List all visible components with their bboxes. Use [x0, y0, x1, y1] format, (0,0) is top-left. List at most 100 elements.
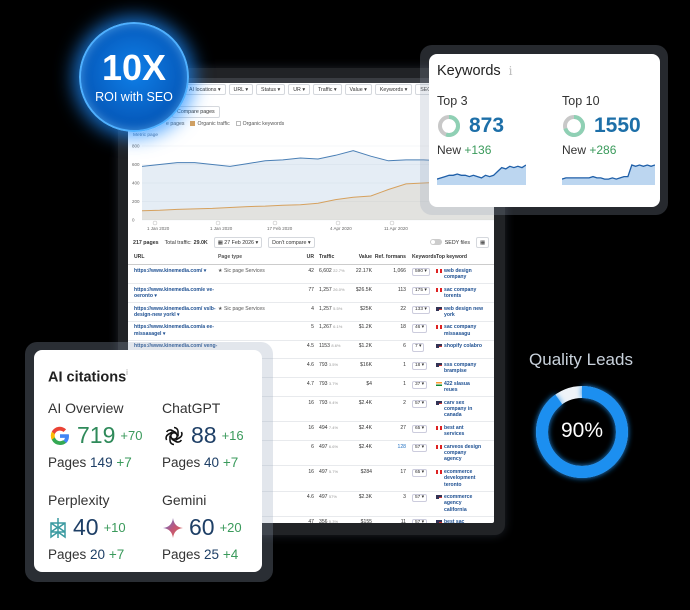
legend-organic-keywords[interactable]: Organic keywords [235, 121, 284, 127]
flag-ca-icon [436, 325, 442, 330]
source-name: Perplexity [48, 492, 110, 508]
filter-value[interactable]: Value ▾ [344, 84, 372, 95]
keywords-dropdown[interactable]: 57 ▾ [412, 494, 428, 503]
info-icon[interactable]: i [126, 368, 128, 377]
header-traffic[interactable]: Traffic [319, 254, 335, 260]
flag-ca-icon [436, 444, 442, 449]
filter-url[interactable]: URL ▾ [228, 84, 254, 95]
top-keyword-link[interactable]: web design new york [444, 305, 484, 318]
legend-organic-traffic[interactable]: Organic traffic [190, 121, 230, 127]
ai-citations-card: AI citationsi AI Overview 719 +70 Pages 149… [34, 350, 262, 572]
keywords-dropdown[interactable]: 57 ▾ [412, 519, 428, 523]
traffic-value: 497 [319, 443, 328, 450]
table-row[interactable]: 47 356 5.3% $155 11 57 ▾ best sac [128, 517, 494, 523]
row-ur: 4.6 [306, 494, 314, 501]
header-value[interactable]: Value [358, 254, 372, 260]
top-keyword-link[interactable]: sac company missasagu [444, 324, 477, 337]
keywords-dropdown[interactable]: 57 ▾ [412, 399, 428, 408]
row-page-type [218, 324, 298, 337]
table-row[interactable]: 4.6 793 3.5% $16K 1 18 ▾ sss company brampise [128, 359, 494, 379]
header-keywords[interactable]: Keywords [412, 254, 437, 260]
row-ur: 4.5 [306, 343, 314, 350]
row-value: $26.5K [355, 286, 372, 293]
row-keywords: 18 ▾ [406, 361, 432, 375]
keywords-dropdown[interactable]: 37 ▾ [412, 380, 428, 390]
row-ref-domains: 1 [403, 361, 406, 368]
traffic-percent: 5.3% [328, 519, 339, 523]
row-traffic: 793 3.7% [314, 381, 354, 394]
annotation-marker[interactable] [152, 220, 158, 226]
top-keyword-link[interactable]: carv sex company in canada [444, 399, 473, 419]
date-picker[interactable]: ▦ 27 Feb 2026 ▾ [213, 237, 263, 248]
keywords-dropdown[interactable]: 133 ▾ [412, 305, 430, 314]
keywords-title: Keywords i [437, 62, 513, 80]
keywords-dropdown[interactable]: 590 ▾ [412, 267, 430, 277]
filter-ur[interactable]: UR ▾ [288, 84, 310, 95]
table-summary: 217 pages Total traffic: 29.0K ▦ 27 Feb 2… [133, 237, 489, 248]
filter-status[interactable]: Status ▾ [256, 84, 286, 95]
ring-fill [563, 115, 585, 137]
x-tick-label: 1 Jan 2020 [147, 226, 170, 231]
row-url[interactable]: https://www.kinemedia.com/ vslb-design-n… [134, 305, 216, 318]
toggle-switch[interactable] [429, 239, 442, 245]
columns-button[interactable]: ▦ [475, 237, 489, 248]
table-row[interactable]: https://www.kinemedia.com/a ee-missasage… [128, 322, 494, 341]
annotation-marker[interactable] [215, 220, 221, 226]
keywords-dropdown[interactable]: 65 ▾ [412, 424, 428, 434]
top-keyword-link[interactable]: ecommerce agency california [444, 494, 473, 513]
row-keywords: 133 ▾ [406, 305, 432, 319]
row-keywords: 57 ▾ [406, 399, 432, 419]
row-traffic: 1,257 26.0% [314, 287, 354, 300]
y-tick-label: 800 [132, 144, 140, 149]
annotation-marker[interactable] [272, 220, 278, 226]
top-keyword-link[interactable]: ecommerce development teronto [444, 468, 476, 488]
keywords-dropdown[interactable]: 18 ▾ [412, 361, 428, 371]
top-keyword-link[interactable]: best sac [444, 519, 465, 523]
row-top-keyword: best sac [432, 519, 484, 523]
table-row[interactable]: 6 497 6.6% $2.4K 128 57 ▾ carveos design comp… [128, 441, 494, 467]
filter-traffic[interactable]: Traffic ▾ [312, 84, 342, 95]
row-top-keyword: carveos design company agency [432, 444, 484, 463]
top-keyword-link[interactable]: sss company brampise [444, 361, 477, 375]
row-top-keyword: ecommerce agency california [432, 494, 484, 513]
table-row[interactable]: 4.7 793 3.7% $4 1 37 ▾ 422 slasua reues [128, 378, 494, 398]
header-ur[interactable]: UR [306, 254, 314, 260]
annotation-marker[interactable] [389, 220, 395, 226]
table-row[interactable]: 16 497 5.7% $284 17 65 ▾ ecommerce developmen… [128, 466, 494, 492]
top-keyword-link[interactable]: best ant services [444, 424, 465, 438]
row-keywords: 57 ▾ [406, 494, 432, 513]
table-row[interactable]: 4.6 497 57% $2.3K 3 57 ▾ ecommerce agency cal… [128, 492, 494, 517]
row-url[interactable]: https://www.kinemedia.com/ ▾ [134, 267, 207, 274]
header-top-keyword[interactable]: Top keyword [436, 254, 468, 260]
filter-locations[interactable]: AI locations ▾ [184, 84, 226, 95]
keywords-dropdown[interactable]: 46 ▾ [412, 324, 428, 333]
top-keyword-link[interactable]: 422 slasua reues [444, 380, 470, 394]
compare-select[interactable]: Don't compare ▾ [268, 237, 315, 248]
filter-keywords[interactable]: Keywords ▾ [374, 84, 413, 95]
table-row[interactable]: https://www.kinemedia.com/ vslb-design-n… [128, 303, 494, 322]
top-keyword-link[interactable]: carveos design company agency [444, 443, 482, 463]
top-keyword-link[interactable]: web design company [444, 267, 472, 281]
keywords-dropdown[interactable]: 7 ▾ [412, 343, 425, 352]
flag-us-icon [436, 495, 442, 500]
row-url[interactable]: https://www.kinemedia.com/a ee-missasage… [134, 324, 214, 337]
info-icon[interactable]: i [508, 64, 513, 78]
row-ref-domains: 1,066 [393, 267, 406, 274]
row-traffic: 1153 8.6% [314, 343, 354, 356]
keywords-dropdown[interactable]: 65 ▾ [412, 468, 428, 478]
row-url[interactable]: https://www.kinemedia.com/e ve-oeronto ▾ [134, 286, 214, 300]
header-ref-domains[interactable]: Ref. formans [374, 254, 406, 260]
keywords-dropdown[interactable]: 175 ▾ [412, 286, 430, 296]
top-keyword-link[interactable]: shopify colabro [444, 343, 482, 350]
sedy-files-toggle[interactable]: SEDY files [429, 239, 470, 246]
annotation-marker[interactable] [335, 220, 341, 226]
header-url[interactable]: URL [134, 254, 145, 260]
legend-pages[interactable]: e pages [166, 121, 184, 127]
keywords-dropdown[interactable]: 57 ▾ [412, 443, 428, 453]
header-page-type[interactable]: Page type [218, 254, 243, 260]
top-keyword-link[interactable]: sac company torents [444, 286, 477, 300]
table-row[interactable]: https://www.kinemedia.com/ ▾ ★ Sic page S… [128, 265, 494, 285]
chart-metric-label: Metric page [133, 133, 159, 138]
row-ur: 4.6 [306, 361, 314, 368]
table-row[interactable]: https://www.kinemedia.com/e ve-oeronto ▾… [128, 284, 494, 304]
